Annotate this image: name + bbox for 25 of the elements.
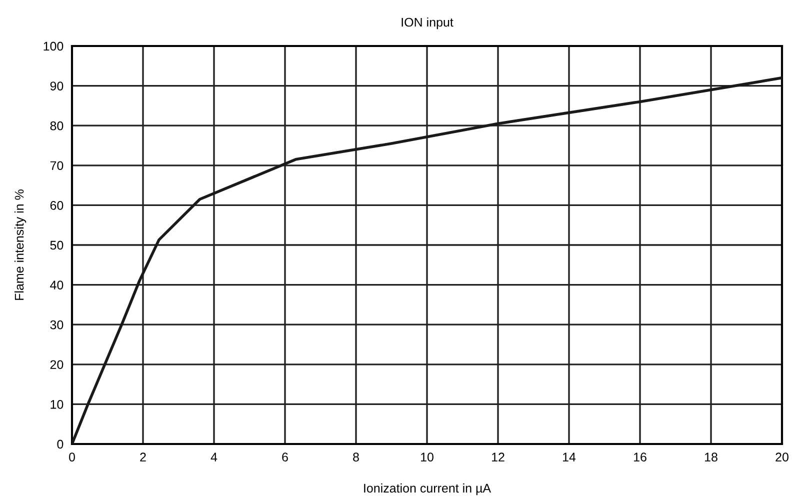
y-tick-label: 0 — [57, 440, 64, 449]
y-tick-label: 60 — [50, 201, 64, 210]
y-tick-label: 30 — [50, 320, 64, 330]
x-tick-label: 6 — [282, 452, 288, 462]
x-tick-label: 14 — [563, 452, 576, 462]
x-tick-label: 4 — [210, 452, 218, 462]
x-tick-label: 12 — [492, 452, 504, 462]
x-tick-label: 8 — [353, 452, 359, 462]
y-tick-label: 90 — [50, 82, 64, 90]
y-tick-label: 40 — [50, 280, 64, 290]
x-tick-label: 0 — [69, 452, 75, 462]
y-tick-label: 50 — [50, 240, 64, 250]
x-tick-label: 10 — [421, 452, 434, 462]
x-tick-label: 18 — [705, 452, 718, 462]
y-tick-label: 80 — [50, 121, 64, 130]
y-tick-label: 70 — [50, 161, 64, 170]
x-tick-label: 2 — [140, 452, 146, 462]
x-tick-label: 16 — [634, 452, 646, 462]
x-tick-label: 20 — [776, 452, 788, 462]
y-tick-label: 10 — [50, 400, 64, 409]
y-tick-label: 100 — [44, 42, 64, 51]
x-axis-title: Ionization current in µA — [364, 483, 492, 496]
y-tick-label: 20 — [50, 360, 64, 370]
chart-title: ION input — [402, 17, 454, 30]
y-axis-title: Flame intensity in % — [14, 190, 26, 300]
